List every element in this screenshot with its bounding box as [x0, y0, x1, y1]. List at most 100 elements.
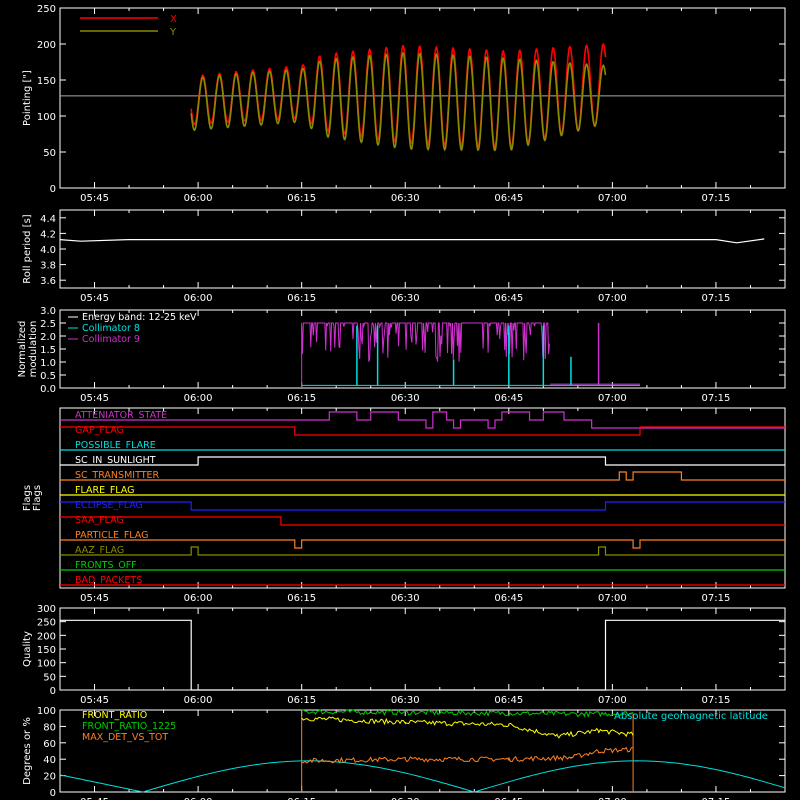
legend-label: FRONT_RATIO — [82, 710, 147, 721]
series-line-max_det_vs_tot — [301, 746, 634, 764]
flag-label: AAZ_FLAG — [75, 545, 124, 556]
y-tick-label: 50 — [43, 672, 56, 683]
time-tick-label: 06:00 — [184, 393, 213, 404]
roll-panel: 05:45 06:00 06:15 06:30 06:45 07:00 07:15 Roll … — [22, 209, 786, 304]
ratios-frame — [59, 709, 786, 793]
time-tick-label: 06:45 — [494, 593, 523, 604]
flag-label: FRONTS_OFF — [75, 560, 137, 571]
time-tick-label: 06:15 — [287, 797, 316, 800]
y-tick-label: 100 — [37, 706, 56, 717]
time-tick-label: 07:00 — [598, 593, 627, 604]
y-tick-label: 2.0 — [40, 332, 56, 343]
series-line-geomagnetic-latitude — [59, 760, 786, 793]
series-line-front_ratio — [301, 716, 634, 739]
y-tick-label: 200 — [37, 631, 56, 642]
time-tick-label: 06:45 — [494, 193, 523, 204]
time-tick-label: 07:00 — [598, 393, 627, 404]
pointing-panel: 05:45 06:00 06:15 06:30 06:45 07:00 07:15 Point… — [22, 4, 786, 204]
time-tick-label: 06:30 — [391, 695, 420, 706]
time-tick-label: 07:15 — [702, 797, 731, 800]
legend-label: Energy band: 12-25 keV — [82, 312, 197, 323]
y-tick-label: 100 — [37, 112, 56, 123]
y-tick-label: 150 — [37, 645, 56, 656]
ratios-panel: 05:45 06:00 06:15 06:30 06:45 07:00 07:15 Degre… — [22, 706, 786, 800]
time-tick-label: 06:15 — [287, 293, 316, 304]
time-tick-label: 07:15 — [702, 393, 731, 404]
time-tick-label: 06:15 — [287, 393, 316, 404]
time-tick-label: 05:45 — [80, 695, 109, 706]
flag-line — [60, 546, 785, 556]
time-tick-label: 05:45 — [80, 193, 109, 204]
time-tick-label: 06:15 — [287, 593, 316, 604]
y-tick-label: 3.0 — [40, 306, 56, 317]
time-tick-label: 05:45 — [80, 593, 109, 604]
y-axis-label: Normalized — [17, 321, 28, 378]
time-tick-label: 06:00 — [184, 293, 213, 304]
y-tick-label: 100 — [37, 659, 56, 670]
y-tick-label: 60 — [43, 739, 56, 750]
quality-line — [60, 619, 785, 691]
y-tick-label: 0.0 — [40, 384, 56, 395]
flag-label: GAP_FLAG — [75, 425, 124, 436]
y-tick-label: 20 — [43, 772, 56, 783]
time-tick-label: 06:30 — [391, 193, 420, 204]
y-axis-label: Quality — [22, 631, 33, 667]
time-tick-label: 06:30 — [391, 797, 420, 800]
flag-label: POSSIBLE_FLARE — [75, 440, 156, 451]
y-tick-label: 40 — [43, 755, 56, 766]
time-tick-label: 06:45 — [494, 797, 523, 800]
flag-label: SC_TRANSMITTER — [75, 470, 160, 481]
y-tick-label: 4.4 — [40, 214, 56, 225]
time-tick-label: 07:15 — [702, 193, 731, 204]
legend-label: FRONT_RATIO_1225 — [82, 721, 176, 732]
y-tick-label: 200 — [37, 40, 56, 51]
y-tick-label: 4.0 — [40, 245, 56, 256]
y-tick-label: 150 — [37, 76, 56, 87]
series-line-collimator-9 — [301, 322, 550, 362]
y-tick-label: 1.0 — [40, 358, 56, 369]
time-tick-label: 07:00 — [598, 695, 627, 706]
y-axis-label: Pointing ["] — [22, 70, 33, 126]
quality-panel: 05:45 06:00 06:15 06:30 06:45 07:00 07:15 Quali… — [22, 604, 786, 706]
time-tick-label: 06:00 — [184, 797, 213, 800]
time-tick-label: 06:15 — [287, 695, 316, 706]
y-tick-label: 300 — [37, 604, 56, 615]
y-axis-label: Flags — [32, 485, 43, 511]
y-tick-label: 250 — [37, 618, 56, 629]
time-tick-label: 07:15 — [702, 593, 731, 604]
time-tick-label: 06:45 — [494, 695, 523, 706]
time-tick-label: 06:45 — [494, 393, 523, 404]
series-line-front_ratio_1225 — [301, 708, 634, 719]
time-tick-label: 06:30 — [391, 593, 420, 604]
time-tick-label: 05:45 — [80, 393, 109, 404]
y-tick-label: 0 — [50, 184, 56, 195]
flag-label: SC_IN_SUNLIGHT — [75, 455, 156, 466]
flag-label: FLARE_FLAG — [75, 485, 135, 496]
y-tick-label: 80 — [43, 722, 56, 733]
flag-label: ATTENIATOR_STATE — [75, 410, 167, 421]
roll-line — [59, 238, 765, 244]
flag-label: PARTICLE_FLAG — [75, 530, 148, 541]
flag-label: ECLIPSE_FLAG — [75, 500, 143, 511]
legend-label: X — [170, 14, 177, 25]
y-tick-label: 0.5 — [40, 371, 56, 382]
legend-label: MAX_DET_VS_TOT — [82, 732, 168, 743]
modulation-panel: 05:45 06:00 06:15 06:30 06:45 07:00 07:15 Norma… — [17, 306, 786, 404]
roll-frame — [59, 209, 786, 289]
time-tick-label: 07:00 — [598, 293, 627, 304]
y-tick-label: 3.8 — [40, 261, 56, 272]
flag-line — [60, 539, 785, 549]
legend-label: Collimator 9 — [82, 334, 140, 345]
y-tick-label: 3.6 — [40, 276, 56, 287]
y-axis-label: modulation — [28, 321, 39, 378]
flag-line — [60, 411, 785, 429]
time-tick-label: 06:45 — [494, 293, 523, 304]
y-tick-label: 250 — [37, 4, 56, 15]
time-tick-label: 07:15 — [702, 293, 731, 304]
time-tick-label: 07:00 — [598, 797, 627, 800]
y-tick-label: 4.2 — [40, 229, 56, 240]
time-tick-label: 06:00 — [184, 593, 213, 604]
y-axis-label: Flags — [22, 485, 33, 511]
flag-line — [60, 456, 785, 466]
